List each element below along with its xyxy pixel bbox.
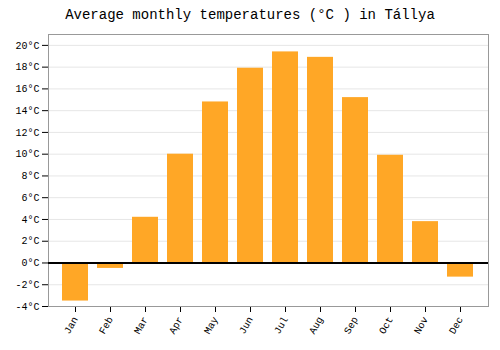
- svg-text:Aug: Aug: [307, 315, 326, 336]
- svg-text:Jun: Jun: [237, 315, 256, 336]
- svg-text:Jan: Jan: [62, 315, 81, 336]
- svg-text:14°C: 14°C: [15, 106, 39, 117]
- svg-text:2°C: 2°C: [21, 236, 39, 247]
- html-text:Average monthly temperatures (: Average monthly temperatures (°C ) in Tá…: [65, 7, 435, 23]
- svg-text:Jul: Jul: [272, 315, 291, 336]
- svg-text:4°C: 4°C: [21, 215, 39, 226]
- svg-text:Mar: Mar: [132, 315, 151, 336]
- svg-text:Feb: Feb: [97, 315, 116, 336]
- svg-text:-2°C: -2°C: [15, 280, 39, 291]
- svg-text:20°C: 20°C: [15, 41, 39, 52]
- svg-text:Dec: Dec: [447, 315, 466, 336]
- svg-text:-4°C: -4°C: [15, 302, 39, 313]
- svg-text:6°C: 6°C: [21, 193, 39, 204]
- svg-text:12°C: 12°C: [15, 128, 39, 139]
- svg-text:8°C: 8°C: [21, 171, 39, 182]
- svg-text:Oct: Oct: [377, 315, 396, 336]
- svg-text:18°C: 18°C: [15, 62, 39, 73]
- svg-text:10°C: 10°C: [15, 149, 39, 160]
- svg-text:Apr: Apr: [167, 315, 186, 336]
- svg-text:Nov: Nov: [412, 315, 431, 336]
- svg-text:16°C: 16°C: [15, 84, 39, 95]
- svg-text:0°C: 0°C: [21, 258, 39, 269]
- svg-text:Sep: Sep: [342, 315, 361, 336]
- svg-text:May: May: [202, 315, 221, 336]
